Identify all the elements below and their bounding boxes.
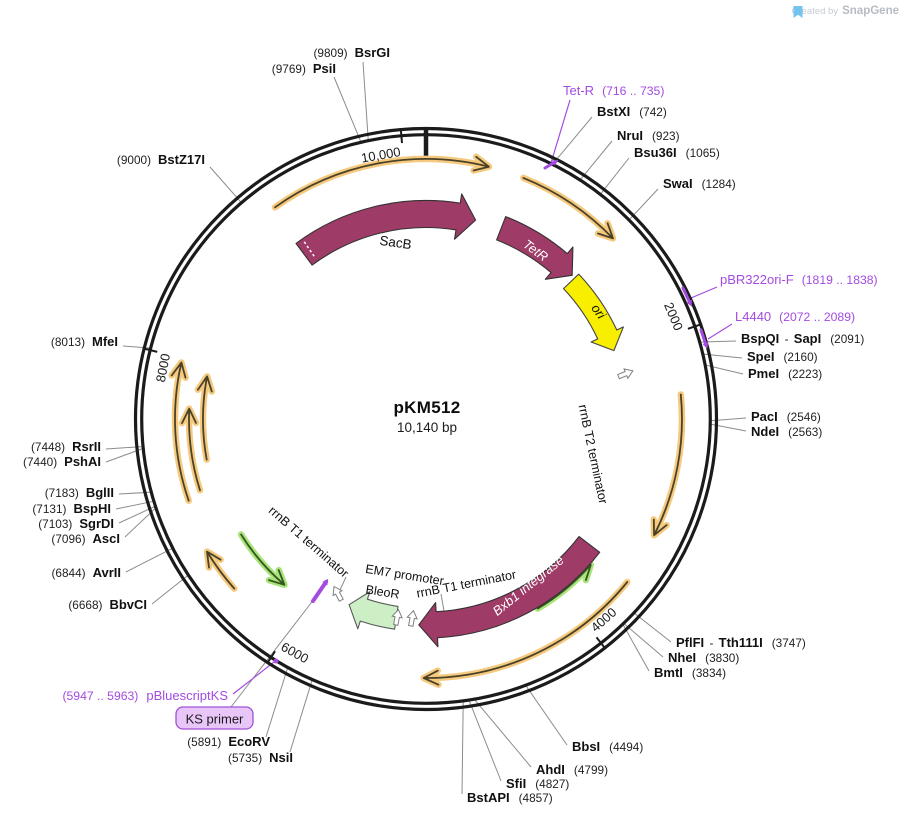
tick-label-6000: 6000 — [279, 639, 312, 666]
rrnB-T2-terminator-glyph — [617, 368, 634, 380]
tick-label-8000: 8000 — [153, 352, 173, 383]
leader-BglII — [118, 491, 153, 495]
leader-PsiI — [333, 76, 362, 144]
primer-label-L4440: L4440 (2072 .. 2089) — [735, 309, 855, 324]
small-feature-glyphs — [332, 368, 634, 627]
leader-BstXI — [551, 116, 593, 166]
feature-TetR — [496, 216, 574, 280]
enzyme-label-BstAPI: BstAPI (4857) — [467, 790, 553, 805]
enzyme-label-BbsI: BbsI (4494) — [572, 739, 643, 754]
scale-ticks — [142, 128, 703, 665]
pBluescriptKS-site-dot — [273, 658, 279, 664]
primer-label-pBR322ori-F: pBR322ori-F (1819 .. 1838) — [720, 272, 878, 287]
primer-labels: Tet-R (716 .. 735) pBR322ori-F (1819 .. 183… — [62, 83, 877, 703]
feature-label-BleoR: BleoR — [365, 582, 401, 601]
watermark-created-by: Created by — [791, 5, 839, 17]
leader-pBR322ori-F — [690, 286, 718, 299]
tick-label-10000: 10,000 — [360, 144, 402, 165]
enzyme-label-PsiI: (9769) PsiI — [272, 61, 336, 76]
leader-L4440 — [707, 323, 733, 340]
enzyme-label-NdeI: NdeI (2563) — [751, 424, 822, 439]
leader-EcoRV — [265, 666, 289, 738]
primer-label-pBluescriptKS: (5947 .. 5963) pBluescriptKS — [62, 688, 228, 703]
leader-PacI — [708, 417, 747, 422]
enzyme-label-EcoRV: (5891) EcoRV — [187, 734, 270, 749]
enzyme-label-PflFI: PflFI - Tth111I (3747) — [676, 635, 806, 650]
rrnB-T1-terminator-glyph-left — [332, 585, 344, 602]
enzyme-label-BglII: (7183) BglII — [45, 485, 114, 500]
leader-BbsI — [524, 683, 568, 746]
ks-primer-box — [175, 706, 254, 730]
leader-Tet-R — [550, 99, 571, 164]
enzyme-label-NheI: NheI (3830) — [668, 650, 739, 665]
primer-markers — [273, 159, 709, 664]
leader-KS-primer — [230, 593, 319, 708]
ks-primer-label: KS primer — [175, 706, 254, 730]
leader-PmeI — [703, 364, 744, 375]
feature-arrows — [295, 193, 624, 648]
enzyme-label-BspHI: (7131) BspHI — [32, 501, 111, 516]
watermark: Created by SnapGene — [791, 5, 899, 18]
EM7-promoter-glyph — [391, 608, 403, 626]
feature-Bxb1-integrase — [418, 535, 601, 648]
tick-label-2000: 2000 — [661, 300, 686, 332]
enzyme-label-AscI: (7096) AscI — [51, 531, 120, 546]
feature-label-SacB: SacB — [379, 233, 413, 252]
enzyme-label-BbvCI: (6668) BbvCI — [68, 597, 147, 612]
enzyme-label-Bsu36I: Bsu36I (1065) — [634, 145, 720, 160]
enzyme-label-PmeI: PmeI (2223) — [748, 366, 822, 381]
leader-BsrGI — [362, 61, 369, 142]
feature-BleoR — [348, 591, 399, 630]
enzyme-label-AhdI: AhdI (4799) — [536, 762, 608, 777]
KS-primer-marker — [311, 580, 328, 603]
orf-arrows — [168, 153, 686, 688]
enzyme-label-SpeI: SpeI (2160) — [747, 349, 818, 364]
leader-MfeI — [122, 345, 153, 349]
enzyme-label-BsrGI: (9809) BsrGI — [313, 45, 390, 60]
enzyme-label-NruI: NruI (923) — [617, 128, 680, 143]
enzyme-label-PacI: PacI (2546) — [751, 409, 821, 424]
feature-label-rrnB-T2-terminator: rrnB T2 terminator — [576, 403, 611, 505]
primer-label-Tet-R: Tet-R (716 .. 735) — [563, 83, 664, 98]
enzyme-label-BstZ17I: (9000) BstZ17I — [117, 152, 205, 167]
enzyme-label-MfeI: (8013) MfeI — [51, 334, 118, 349]
enzyme-label-AvrII: (6844) AvrII — [51, 565, 121, 580]
leader-NdeI — [708, 423, 747, 432]
enzyme-label-NsiI: (5735) NsiI — [228, 750, 293, 765]
snapgene-logo-icon — [793, 6, 803, 18]
enzyme-labels: (9809) BsrGI(9769) PsiI (9000) BstZ17I (8013)… — [23, 45, 864, 805]
leader-pBluescriptKS — [232, 661, 275, 695]
enzyme-label-SfiI: SfiI (4827) — [506, 776, 569, 791]
leader-SpeI — [701, 353, 743, 359]
leader-AhdI — [472, 697, 532, 768]
enzyme-label-PshAI: (7440) PshAI — [23, 454, 101, 469]
enzyme-label-BspQI: BspQI - SapI (2091) — [741, 331, 864, 346]
feature-ori — [562, 273, 624, 352]
leader-SfiI — [467, 698, 502, 782]
ks-primer-text: KS primer — [186, 712, 244, 727]
feature-SacB — [295, 193, 477, 266]
enzyme-label-BstXI: BstXI (742) — [597, 104, 667, 119]
enzyme-label-RsrII: (7448) RsrII — [31, 439, 101, 454]
watermark-brand: SnapGene — [842, 5, 899, 17]
enzyme-label-SgrDI: (7103) SgrDI — [38, 516, 114, 531]
L4440-marker — [699, 328, 708, 347]
enzyme-label-SwaI: SwaI (1284) — [663, 176, 736, 191]
leader-BstAPI — [461, 699, 464, 795]
rrnB-T1-terminator-glyph-right — [406, 609, 418, 627]
leader-NsiI — [289, 678, 314, 753]
pBR322ori-F-marker — [681, 286, 692, 305]
enzyme-label-BmtI: BmtI (3834) — [654, 665, 726, 680]
